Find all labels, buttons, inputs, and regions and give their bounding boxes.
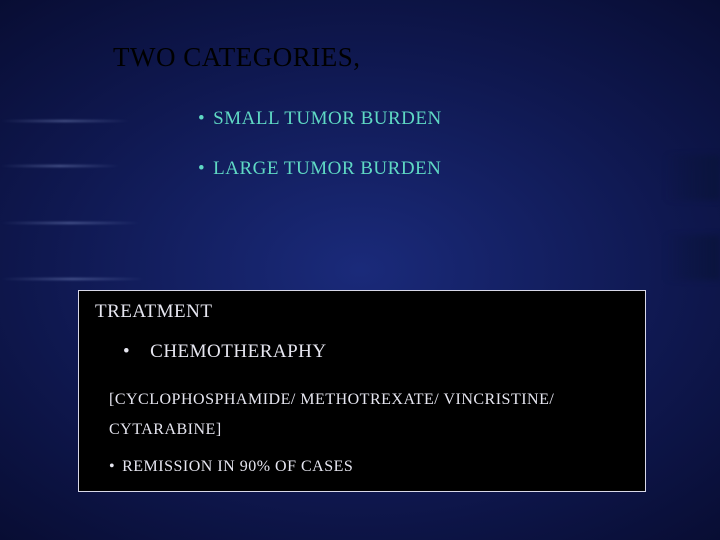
category-item: • LARGE TUMOR BURDEN — [198, 158, 442, 180]
treatment-box: TREATMENT • CHEMOTHERAPHY [CYCLOPHOSPHAMI… — [78, 290, 646, 492]
slide-title: TWO CATEGORIES, — [113, 42, 360, 73]
treatment-outcome: • REMISSION IN 90% OF CASES — [109, 458, 629, 476]
bg-streak — [0, 165, 120, 167]
bg-streak — [0, 278, 145, 280]
bg-streak — [0, 120, 130, 122]
bullet-icon: • — [109, 458, 115, 475]
bg-streak — [665, 235, 720, 280]
bullet-icon: • — [123, 341, 130, 362]
category-item: • SMALL TUMOR BURDEN — [198, 108, 442, 130]
treatment-heading: TREATMENT — [95, 301, 629, 323]
treatment-drugs: [CYCLOPHOSPHAMIDE/ METHOTREXATE/ VINCRIS… — [109, 385, 629, 446]
category-label: LARGE TUMOR BURDEN — [213, 158, 441, 179]
categories-list: • SMALL TUMOR BURDEN • LARGE TUMOR BURDEN — [198, 108, 442, 208]
bullet-icon: • — [198, 108, 205, 129]
bg-streak — [665, 155, 720, 200]
bullet-icon: • — [198, 158, 205, 179]
treatment-primary: • CHEMOTHERAPHY — [123, 341, 629, 363]
treatment-outcome-label: REMISSION IN 90% OF CASES — [122, 458, 353, 475]
category-label: SMALL TUMOR BURDEN — [213, 108, 442, 129]
treatment-primary-label: CHEMOTHERAPHY — [150, 341, 326, 362]
bg-streak — [0, 222, 140, 224]
